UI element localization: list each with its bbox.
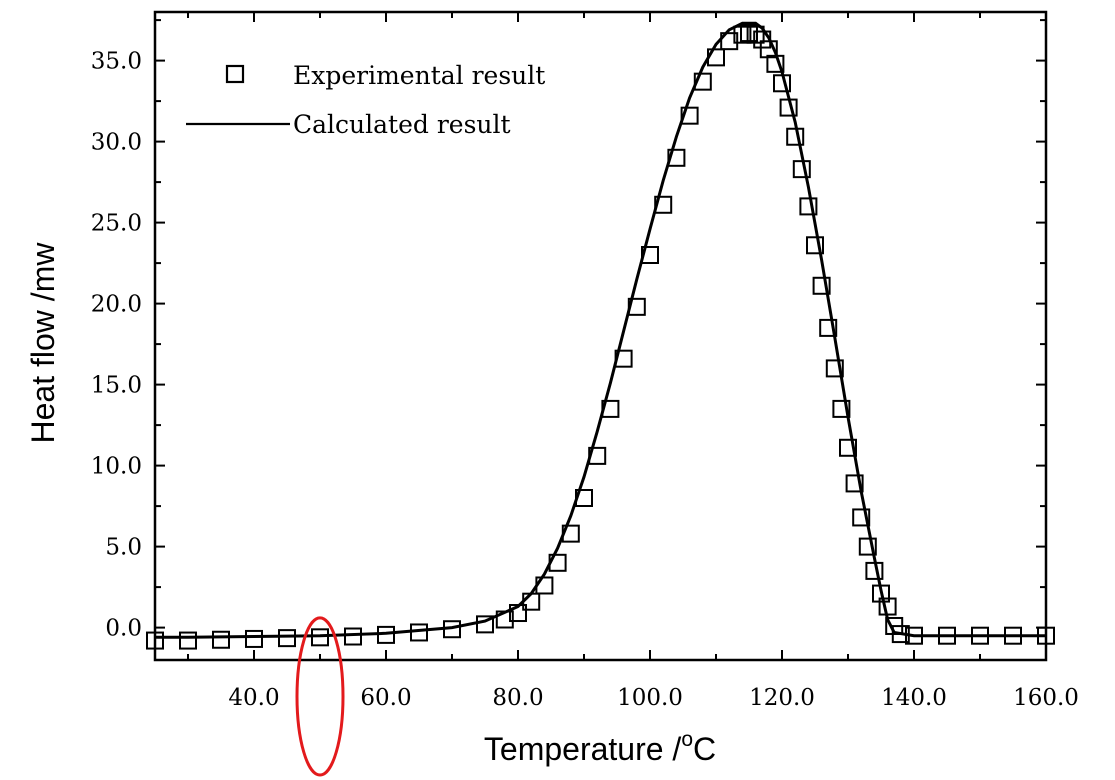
experimental-point: [812, 276, 831, 295]
x-axis-title: Temperature /oC: [484, 728, 716, 767]
experimental-point: [806, 236, 824, 255]
x-tick-label: 60.0: [360, 685, 411, 711]
experimental-point: [852, 508, 871, 527]
y-tick-label: 5.0: [105, 535, 142, 561]
experimental-point: [759, 40, 778, 59]
calculated-result-line: [155, 21, 1046, 639]
x-axis-title-unit: C: [693, 731, 716, 767]
experimental-point: [1037, 626, 1055, 645]
experimental-point: [614, 349, 633, 368]
experimental-point: [707, 48, 725, 67]
experimental-point: [245, 629, 263, 648]
y-tick-label: 35.0: [91, 49, 142, 75]
plot-frame: [153, 10, 1048, 662]
experimental-point: [799, 197, 818, 216]
experimental-point: [693, 72, 712, 91]
experimental-point: [1004, 626, 1022, 645]
experimental-point: [865, 561, 884, 580]
experimental-point: [641, 246, 659, 264]
experimental-point: [786, 127, 805, 146]
experimental-point: [825, 359, 844, 378]
experimental-point: [819, 318, 838, 337]
legend-marker-experimental: [225, 64, 245, 84]
legend-label-experimental: Experimental result: [293, 61, 545, 90]
y-tick-label: 10.0: [91, 454, 142, 480]
experimental-point: [792, 160, 811, 179]
series-layer: [146, 21, 1055, 650]
y-tick-label: 30.0: [91, 130, 142, 156]
y-axis-title: Heat flow /mw: [25, 242, 61, 444]
experimental-point: [278, 629, 296, 648]
x-tick-label: 80.0: [492, 685, 543, 711]
x-tick-label: 140.0: [881, 685, 947, 711]
experimental-point: [872, 584, 890, 603]
experimental-point: [905, 626, 923, 645]
highlight-ellipse: [295, 616, 345, 777]
experimental-point: [495, 610, 514, 629]
experimental-point: [535, 576, 554, 595]
experimental-point: [212, 630, 230, 649]
experimental-point: [938, 626, 956, 645]
experimental-point: [522, 592, 541, 611]
experimental-point: [410, 623, 428, 642]
experimental-point: [858, 537, 877, 556]
experimental-point: [971, 626, 989, 645]
x-axis-title-degree: o: [681, 728, 693, 751]
experimental-point: [588, 446, 607, 465]
x-tick-label: 100.0: [617, 685, 683, 711]
experimental-point: [548, 553, 567, 572]
y-tick-label: 15.0: [91, 373, 142, 399]
experimental-point: [740, 24, 758, 43]
experimental-point: [654, 195, 673, 214]
experimental-point: [839, 438, 857, 457]
legend: Experimental result Calculated result: [186, 61, 545, 139]
experimental-point: [146, 631, 164, 650]
experimental-point: [779, 98, 798, 117]
experimental-point: [878, 597, 897, 616]
experimental-point: [773, 74, 791, 93]
experimental-point: [179, 631, 197, 650]
experimental-point: [766, 54, 785, 73]
experimental-point: [344, 627, 362, 646]
experimental-point: [832, 399, 851, 418]
experimental-point: [575, 489, 593, 507]
experimental-point: [627, 297, 646, 316]
experimental-point: [753, 30, 772, 49]
x-axis: 40.0 60.0 80.0 100.0 120.0 140.0 160.0: [187, 12, 1079, 711]
experimental-point: [680, 106, 699, 125]
y-tick-label: 25.0: [91, 211, 142, 237]
experimental-point: [377, 625, 395, 644]
legend-label-calculated: Calculated result: [293, 110, 511, 139]
plot-area: [153, 10, 1048, 662]
experimental-point: [891, 625, 910, 644]
experimental-point: [476, 615, 494, 634]
experimental-point: [746, 25, 765, 44]
experimental-point: [601, 399, 620, 418]
y-tick-label: 20.0: [91, 292, 142, 318]
experimental-point: [509, 604, 527, 623]
x-tick-label: 40.0: [228, 685, 279, 711]
x-axis-title-text: Temperature /: [484, 731, 682, 767]
y-tick-label: 0.0: [105, 616, 142, 642]
experimental-point: [845, 474, 864, 493]
experimental-point: [311, 628, 329, 647]
x-tick-label: 160.0: [1013, 685, 1079, 711]
x-tick-label: 120.0: [749, 685, 815, 711]
experimental-point: [733, 25, 752, 44]
experimental-point: [561, 524, 580, 543]
y-axis: 0.0 5.0 10.0 15.0 20.0 25.0 30.0 35.0: [91, 19, 1046, 642]
experimental-point: [667, 148, 686, 167]
experimental-point: [720, 32, 739, 51]
experimental-point: [443, 620, 461, 639]
